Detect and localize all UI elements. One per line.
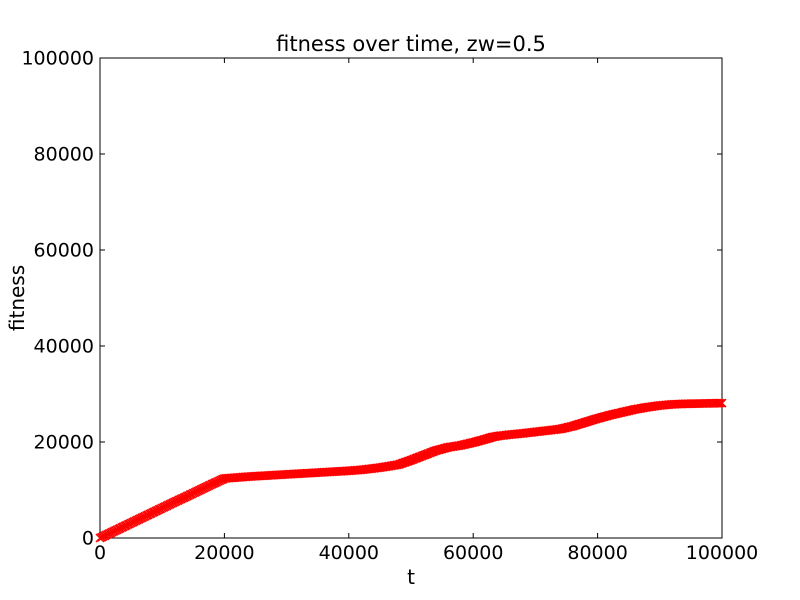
y-tick-label: 60000 bbox=[34, 240, 94, 262]
plot-frame bbox=[99, 57, 723, 539]
x-tick-label: 60000 bbox=[443, 542, 503, 564]
x-tick-label: 0 bbox=[94, 542, 106, 564]
x-tick-label: 20000 bbox=[194, 542, 254, 564]
y-tick-label: 80000 bbox=[34, 144, 94, 166]
series-x-markers bbox=[95, 398, 727, 543]
axis-ticks bbox=[99, 57, 723, 539]
x-tick-label: 40000 bbox=[319, 542, 379, 564]
y-tick-label: 40000 bbox=[34, 336, 94, 358]
y-tick-labels: 0 20000 40000 60000 80000 100000 bbox=[21, 48, 94, 550]
x-tick-label: 100000 bbox=[686, 542, 759, 564]
y-tick-label: 20000 bbox=[34, 432, 94, 454]
chart-title: fitness over time, zw=0.5 bbox=[276, 32, 546, 56]
x-tick-labels: 0 20000 40000 60000 80000 100000 bbox=[94, 542, 758, 564]
y-tick-label: 100000 bbox=[21, 48, 94, 70]
series-line bbox=[95, 398, 727, 543]
data-series-fitness bbox=[95, 398, 727, 543]
y-axis-label: fitness bbox=[5, 265, 29, 331]
x-tick-label: 80000 bbox=[567, 542, 627, 564]
x-axis-label: t bbox=[407, 565, 415, 589]
y-tick-label: 0 bbox=[82, 528, 94, 550]
